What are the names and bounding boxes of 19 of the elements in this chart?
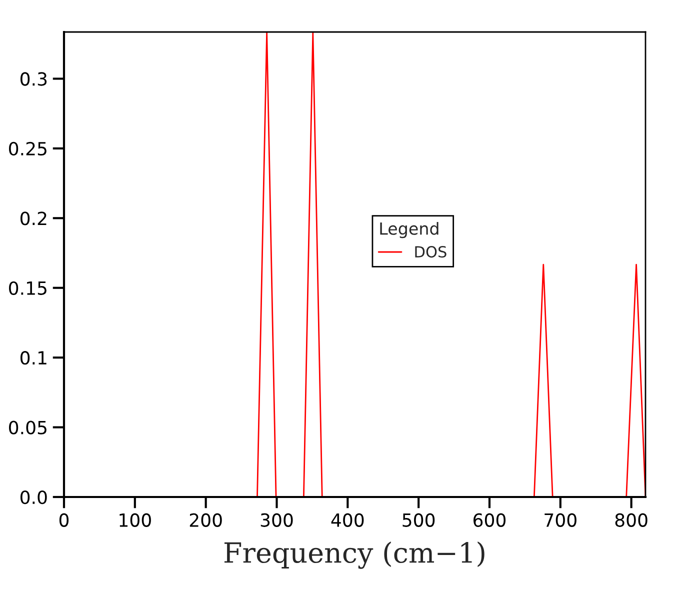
y-tick-label: 0.2 bbox=[20, 212, 46, 226]
x-tick-label: 0 bbox=[59, 513, 69, 527]
x-tick-label: 500 bbox=[402, 513, 435, 527]
x-tick-label: 800 bbox=[615, 513, 648, 527]
x-tick-label: 200 bbox=[190, 513, 222, 527]
x-tick-label: 100 bbox=[120, 513, 151, 527]
legend-label: DOS bbox=[415, 246, 446, 258]
x-tick-label: 300 bbox=[260, 513, 293, 527]
y-tick-label: 0.0 bbox=[20, 490, 47, 504]
x-tick-label: 700 bbox=[544, 513, 576, 527]
y-tick-label: 0.1 bbox=[20, 351, 46, 365]
legend-title: Legend bbox=[380, 222, 438, 238]
x-tick-label: 400 bbox=[331, 513, 364, 527]
y-tick-label: 0.3 bbox=[20, 72, 47, 86]
y-tick-label: 0.25 bbox=[9, 142, 46, 156]
y-tick-label: 0.05 bbox=[9, 420, 46, 434]
y-tick-label: 0.15 bbox=[9, 281, 46, 295]
x-axis-title: Frequency (cm−1) bbox=[224, 542, 484, 569]
x-tick-label: 600 bbox=[474, 513, 506, 527]
